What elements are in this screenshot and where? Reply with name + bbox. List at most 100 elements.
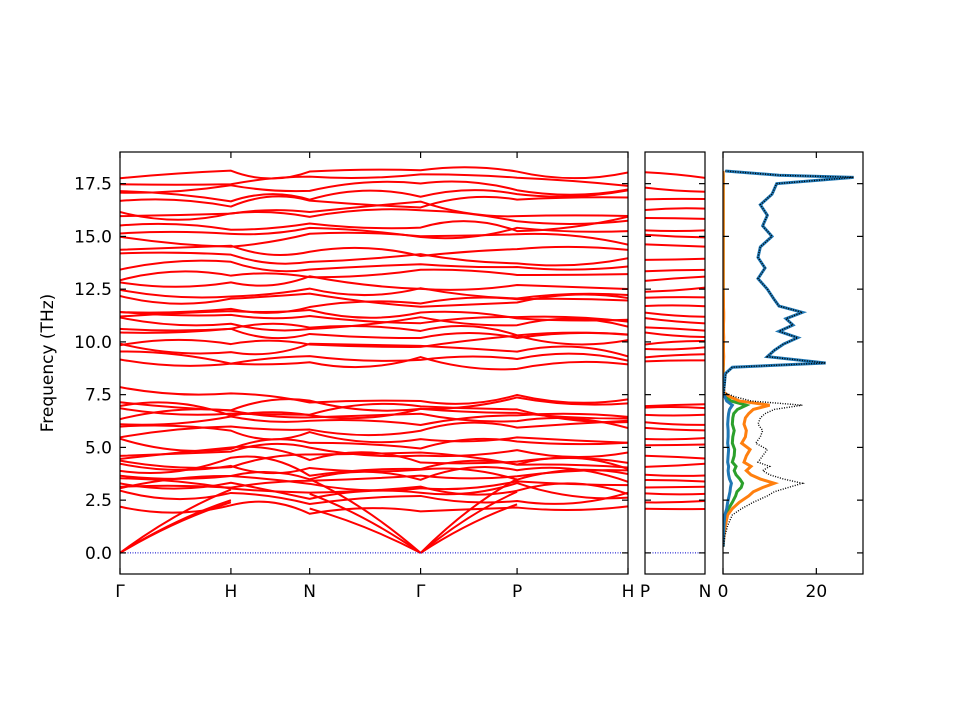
optical-band-13 (120, 424, 628, 444)
optical-band-27 (120, 316, 628, 332)
y-tick-label: 15.0 (74, 227, 112, 247)
second-band-16 (645, 353, 705, 359)
dos-panel: 0 20 (718, 151, 864, 602)
second-band-3 (645, 485, 705, 489)
second-band-25 (645, 286, 705, 293)
acoustic-branch-4 (309, 492, 422, 554)
dos-frame (722, 151, 864, 575)
optical-band-22 (120, 350, 628, 365)
acoustic-branch-2 (120, 501, 232, 554)
second-band-31 (645, 229, 705, 233)
second-band-19 (645, 331, 705, 339)
dos-x-tick-labels: 0 20 (718, 582, 828, 602)
second-band-26 (645, 275, 705, 282)
second-panel-ticks (645, 183, 705, 554)
second-band-9 (645, 437, 705, 441)
dos-curves (723, 169, 854, 547)
second-band-12 (645, 413, 705, 417)
optical-band-41 (120, 208, 628, 225)
y-tick-label: 2.5 (85, 491, 112, 511)
second-band-11 (645, 421, 705, 426)
second-band-24 (645, 296, 705, 299)
second-band-22 (645, 311, 705, 318)
acoustic-branch-8 (419, 478, 518, 554)
dos-x-tick-label: 0 (718, 582, 729, 602)
second-band-14 (645, 403, 705, 408)
second-band-18 (645, 340, 705, 346)
second-band-6 (645, 462, 705, 468)
x-tick-label: H (622, 582, 635, 602)
y-tick-label: 12.5 (74, 280, 112, 300)
y-tick-labels: 0.0 2.5 5.0 7.5 10.0 12.5 15.0 17.5 (74, 175, 112, 564)
x-tick-label: H (225, 582, 238, 602)
band-lines-second (645, 171, 705, 511)
optical-band-14 (120, 419, 628, 439)
optical-band-47 (120, 166, 628, 180)
optical-band-33 (120, 275, 628, 291)
acoustic-branch-3 (309, 507, 422, 554)
band-lines (120, 166, 628, 554)
optical-band-39 (120, 226, 628, 240)
second-band-28 (645, 257, 705, 261)
second-band-29 (645, 243, 705, 248)
second-band-20 (645, 326, 705, 332)
second-band-17 (645, 346, 705, 351)
y-tick-label: 5.0 (85, 438, 112, 458)
optical-band-43 (120, 195, 628, 209)
second-band-30 (645, 233, 705, 239)
optical-band-8 (120, 455, 628, 477)
y-tick-label: 7.5 (85, 386, 112, 406)
y-tick-label: 17.5 (74, 175, 112, 195)
dos-series-3 (723, 170, 751, 547)
second-band-35 (645, 186, 705, 193)
optical-band-11 (120, 442, 628, 459)
band-structure-frame (119, 151, 629, 575)
second-band-36 (645, 171, 705, 179)
second-band-21 (645, 317, 705, 325)
second-x-tick-label: N (699, 582, 712, 602)
optical-band-37 (120, 244, 628, 258)
optical-band-5 (120, 469, 628, 489)
second-band-32 (645, 217, 705, 220)
second-band-15 (645, 359, 705, 363)
y-axis-label: Frequency (THz) (38, 294, 58, 433)
second-band-4 (645, 479, 705, 483)
second-band-8 (645, 443, 705, 447)
optical-band-23 (120, 342, 628, 358)
optical-band-31 (120, 292, 628, 308)
optical-band-0 (120, 500, 628, 515)
x-tick-label: N (303, 582, 316, 602)
optical-band-40 (120, 215, 628, 233)
optical-band-19 (120, 396, 628, 412)
optical-band-46 (120, 173, 628, 187)
optical-band-4 (120, 474, 628, 492)
y-tick-label: 0.0 (85, 544, 112, 564)
optical-band-32 (120, 287, 628, 300)
dos-x-tick-label: 20 (806, 582, 828, 602)
optical-band-12 (120, 437, 628, 452)
second-band-10 (645, 426, 705, 432)
optical-band-20 (120, 386, 628, 405)
optical-band-21 (120, 356, 628, 371)
optical-band-34 (120, 268, 628, 282)
x-tick-label: Γ (115, 582, 125, 602)
optical-band-38 (120, 231, 628, 248)
second-band-7 (645, 454, 705, 460)
optical-band-45 (120, 180, 628, 196)
optical-band-28 (120, 310, 628, 325)
dos-ticks (722, 152, 863, 574)
x-tick-label: Γ (416, 582, 426, 602)
optical-band-30 (120, 296, 628, 314)
x-tick-label: P (512, 582, 522, 602)
second-panel-frame (644, 151, 706, 575)
optical-band-44 (120, 189, 628, 203)
optical-band-29 (120, 308, 628, 322)
second-band-5 (645, 473, 705, 477)
optical-band-24 (120, 334, 628, 348)
acoustic-branch-7 (419, 490, 518, 554)
second-band-23 (645, 304, 705, 308)
optical-band-10 (120, 445, 628, 465)
